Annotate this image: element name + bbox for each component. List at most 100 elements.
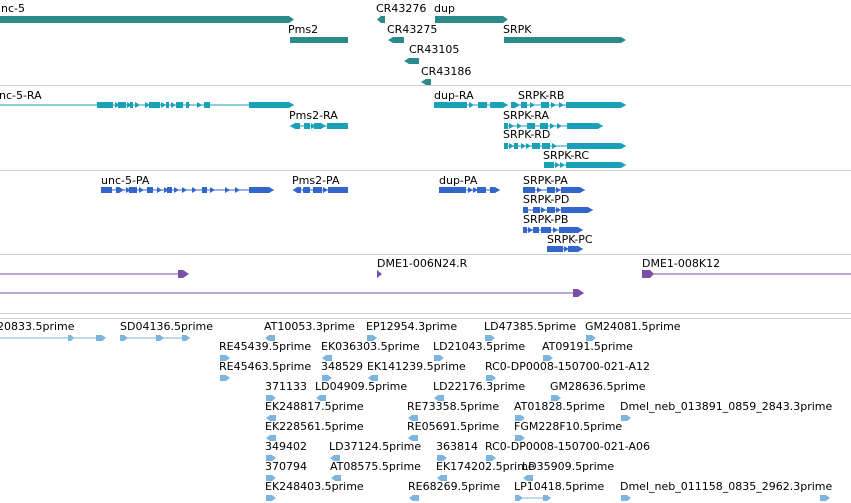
feature-label-at09191-5prime[interactable]: AT09191.5prime <box>542 340 633 353</box>
est-348529[interactable] <box>322 375 332 381</box>
est-ek228561-5prime[interactable] <box>266 435 276 441</box>
feature-label-srpk-pc[interactable]: SRPK-PC <box>547 233 593 246</box>
feature-label-sd04136-5prime[interactable]: SD04136.5prime <box>120 320 213 333</box>
protein-srpk-pd[interactable] <box>523 207 593 213</box>
est-lp10418-5prime[interactable] <box>515 495 551 501</box>
feature-label-srpk-pd[interactable]: SRPK-PD <box>523 193 570 206</box>
feature-label-ld35909-5prime[interactable]: LD35909.5prime <box>522 460 615 473</box>
feature-label-re05691-5prime[interactable]: RE05691.5prime <box>407 420 500 433</box>
feature-label-ld47385-5prime[interactable]: LD47385.5prime <box>484 320 577 333</box>
est-ld47385-5prime[interactable] <box>485 335 495 341</box>
feature-label-cr43105[interactable]: CR43105 <box>409 43 460 56</box>
feature-label-rc0-dp0008-150700-021-a06[interactable]: RC0-DP0008-150700-021-A06 <box>485 440 651 453</box>
est-re73358-5prime[interactable] <box>408 415 418 421</box>
feature-label-ld37124-5prime[interactable]: LD37124.5prime <box>329 440 422 453</box>
est-371133[interactable] <box>266 395 276 401</box>
gene-cr43276[interactable] <box>377 16 385 23</box>
feature-label-ek036303-5prime[interactable]: EK036303.5prime <box>321 340 420 353</box>
feature-label-unc-5[interactable]: unc-5 <box>0 2 25 15</box>
transcript-srpk-rd[interactable] <box>504 143 626 149</box>
est-dmel-neb-011158[interactable] <box>621 495 631 501</box>
gene-cr43186[interactable] <box>421 79 431 85</box>
transcript-dup-ra[interactable] <box>434 102 508 108</box>
feature-label-cr43275[interactable]: CR43275 <box>387 23 438 36</box>
est-349402[interactable] <box>266 455 276 461</box>
est-ek174202-5prime[interactable] <box>437 475 447 481</box>
feature-label-ld21043-5prime[interactable]: LD21043.5prime <box>433 340 526 353</box>
est-370794[interactable] <box>266 475 276 481</box>
clone-dme1-006n24-r[interactable] <box>377 270 383 278</box>
feature-label-349402[interactable]: 349402 <box>265 440 307 453</box>
est-at08575-5prime[interactable] <box>331 475 341 481</box>
feature-label-20833-5prime[interactable]: 20833.5prime <box>0 320 75 333</box>
feature-label-371133[interactable]: 371133 <box>265 380 307 393</box>
feature-label-unc-5-pa[interactable]: unc-5-PA <box>101 174 150 187</box>
feature-label-cr43276[interactable]: CR43276 <box>376 2 427 15</box>
feature-label-fgm228f10-5prime[interactable]: FGM228F10.5prime <box>514 420 623 433</box>
feature-label-gm24081-5prime[interactable]: GM24081.5prime <box>585 320 681 333</box>
transcript-srpk-rc[interactable] <box>544 162 626 168</box>
protein-srpk-pa[interactable] <box>523 187 585 193</box>
feature-label-ld22176-3prime[interactable]: LD22176.3prime <box>433 380 526 393</box>
protein-dup-pa[interactable] <box>439 187 500 193</box>
feature-label-dup-ra[interactable]: dup-RA <box>434 89 474 102</box>
feature-label-at10053-3prime[interactable]: AT10053.3prime <box>264 320 355 333</box>
feature-label-pms2[interactable]: Pms2 <box>288 23 319 36</box>
est-ek248403-5prime[interactable] <box>266 495 276 501</box>
feature-label-ep12954-3prime[interactable]: EP12954.3prime <box>366 320 458 333</box>
feature-label-pms2-ra[interactable]: Pms2-RA <box>289 109 338 122</box>
feature-label-dup[interactable]: dup <box>434 2 455 15</box>
feature-label-srpk-rb[interactable]: SRPK-RB <box>518 89 565 102</box>
feature-label-rc0-dp0008-150700-021-a12[interactable]: RC0-DP0008-150700-021-A12 <box>485 360 651 373</box>
feature-label-dmel-neb-011158-0835-2962-3prime[interactable]: Dmel_neb_011158_0835_2962.3prime <box>620 480 833 493</box>
feature-label-at01828-5prime[interactable]: AT01828.5prime <box>514 400 605 413</box>
feature-label-370794[interactable]: 370794 <box>265 460 307 473</box>
est-ek248817-5prime[interactable] <box>266 415 276 421</box>
est-ld35909-5prime[interactable] <box>523 475 533 481</box>
feature-label-lp10418-5prime[interactable]: LP10418.5prime <box>514 480 605 493</box>
est-fgm228f10-5prime[interactable] <box>515 435 525 441</box>
feature-label-363814[interactable]: 363814 <box>436 440 478 453</box>
est-363814[interactable] <box>437 455 447 461</box>
gene-cr43275[interactable] <box>388 37 404 43</box>
est-gm28636-5prime[interactable] <box>551 395 561 401</box>
est-re68269-5prime[interactable] <box>409 495 419 501</box>
protein-srpk-pb[interactable] <box>523 227 583 233</box>
est-ek036303-5prime[interactable] <box>322 355 332 361</box>
feature-label-re45439-5prime[interactable]: RE45439.5prime <box>219 340 312 353</box>
feature-label-ek141239-5prime[interactable]: EK141239.5prime <box>367 360 466 373</box>
feature-label-srpk-pb[interactable]: SRPK-PB <box>523 213 569 226</box>
gene-pms2[interactable] <box>290 37 348 43</box>
est-20833-5prime[interactable] <box>0 335 106 341</box>
protein-unc-5-pa[interactable] <box>101 187 274 193</box>
feature-label-re45463-5prime[interactable]: RE45463.5prime <box>219 360 312 373</box>
feature-label-ld04909-5prime[interactable]: LD04909.5prime <box>315 380 408 393</box>
est-extra-right[interactable] <box>820 495 830 501</box>
feature-label-unc-5-ra[interactable]: unc-5-RA <box>0 89 42 102</box>
est-ep12954-3prime[interactable] <box>367 335 377 341</box>
transcript-srpk-rb[interactable] <box>511 102 626 108</box>
feature-label-srpk-rc[interactable]: SRPK-RC <box>543 149 590 162</box>
feature-label-dme1-006n24-r[interactable]: DME1-006N24.R <box>377 257 468 270</box>
protein-pms2-pa[interactable] <box>293 187 348 193</box>
feature-label-dup-pa[interactable]: dup-PA <box>439 174 478 187</box>
transcript-pms2-ra[interactable] <box>290 123 348 129</box>
feature-label-re68269-5prime[interactable]: RE68269.5prime <box>408 480 501 493</box>
gene-unc-5[interactable] <box>0 16 294 23</box>
gene-srpk[interactable] <box>504 37 626 43</box>
feature-label-cr43186[interactable]: CR43186 <box>421 65 472 78</box>
feature-label-gm28636-5prime[interactable]: GM28636.5prime <box>550 380 646 393</box>
clone-feature-left[interactable] <box>0 270 190 278</box>
clone-dme1-008k12[interactable] <box>642 270 851 278</box>
feature-label-srpk-rd[interactable]: SRPK-RD <box>503 128 551 141</box>
feature-label-re73358-5prime[interactable]: RE73358.5prime <box>407 400 500 413</box>
feature-label-dmel-neb-013891-0859-2843-3prime[interactable]: Dmel_neb_013891_0859_2843.3prime <box>620 400 833 413</box>
est-at09191-5prime[interactable] <box>543 355 553 361</box>
gene-cr43105[interactable] <box>404 58 419 64</box>
feature-label-348529[interactable]: 348529 <box>321 360 363 373</box>
feature-label-ek228561-5prime[interactable]: EK228561.5prime <box>265 420 364 433</box>
est-rc0-dp0008-150700-021-a06[interactable] <box>486 455 496 461</box>
gene-dup[interactable] <box>435 16 508 23</box>
feature-label-srpk[interactable]: SRPK <box>503 23 532 36</box>
transcript-unc-5-ra[interactable] <box>0 102 294 108</box>
